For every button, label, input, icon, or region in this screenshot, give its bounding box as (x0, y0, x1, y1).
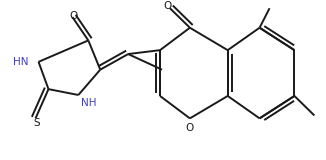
Text: O: O (186, 123, 194, 133)
Text: NH: NH (82, 98, 97, 108)
Text: O: O (164, 1, 172, 11)
Text: S: S (33, 118, 40, 128)
Text: HN: HN (13, 57, 29, 67)
Text: O: O (69, 11, 78, 21)
